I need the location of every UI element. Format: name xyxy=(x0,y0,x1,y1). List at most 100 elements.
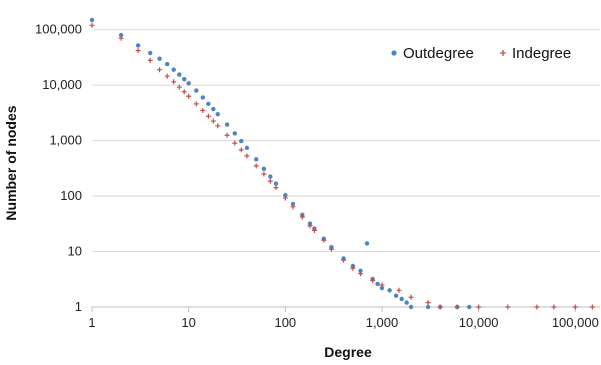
outdegree-point xyxy=(206,101,211,107)
outdegree-point xyxy=(211,106,216,112)
legend-marker-indegree xyxy=(500,50,506,56)
x-tick-label: 1,000 xyxy=(366,315,399,330)
outdegree-point xyxy=(358,268,363,273)
indegree-point xyxy=(307,223,313,229)
outdegree-point xyxy=(177,72,182,77)
legend-marker-outdegree xyxy=(391,50,397,56)
y-tick-label: 1,000 xyxy=(49,133,82,148)
outdegree-point xyxy=(215,111,220,117)
indegree-point xyxy=(171,79,177,85)
y-tick-label: 1 xyxy=(75,299,82,314)
axes: 1 10 100 1,000 10,000 100,000 1 10 100 1,000 10,00… xyxy=(35,22,600,330)
outdegree-point xyxy=(147,50,153,56)
indegree-point xyxy=(505,304,511,310)
outdegree-point xyxy=(186,81,191,86)
outdegree-point xyxy=(171,67,176,72)
indegree-point xyxy=(261,171,267,177)
x-tick-label: 10 xyxy=(181,315,195,330)
outdegree-point xyxy=(283,192,288,198)
outdegree-point xyxy=(273,181,279,186)
indegree-point xyxy=(379,282,385,288)
indegree-point xyxy=(408,294,414,300)
legend-label-indegree: Indegree xyxy=(512,45,571,62)
outdegree-point xyxy=(375,281,380,287)
indegree-point xyxy=(425,300,431,306)
outdegree-point xyxy=(408,304,414,310)
indegree-point xyxy=(253,163,259,169)
indegree-point xyxy=(370,278,376,284)
outdegree-point xyxy=(393,293,399,298)
indegree-point xyxy=(200,107,206,113)
outdegree-point xyxy=(194,88,199,93)
indegree-point xyxy=(299,214,305,220)
indegree-point xyxy=(224,132,230,138)
indegree-point xyxy=(176,84,182,90)
indegree-point xyxy=(341,257,347,263)
y-tick-label: 10 xyxy=(68,244,82,259)
x-tick-label: 10,000 xyxy=(459,315,499,330)
outdegree-point xyxy=(135,43,141,48)
indegree-point xyxy=(572,304,578,310)
indegree-point xyxy=(437,304,443,310)
outdegree-point xyxy=(254,157,259,162)
indegree-point xyxy=(290,204,296,210)
outdegree-point xyxy=(290,201,296,207)
indegree-point xyxy=(147,57,153,63)
outdegree-point xyxy=(268,174,273,179)
outdegree-point xyxy=(379,285,385,291)
indegree-point xyxy=(328,246,334,252)
legend: Outdegree Indegree xyxy=(391,45,571,62)
legend-label-outdegree: Outdegree xyxy=(403,45,474,62)
outdegree-point xyxy=(232,131,237,136)
indegree-point xyxy=(244,153,250,159)
x-tick-label: 1 xyxy=(88,315,95,330)
indegree-point xyxy=(358,271,364,277)
outdegree-point xyxy=(399,296,404,302)
indegree-point xyxy=(193,101,199,107)
indegree-point xyxy=(476,304,482,310)
outdegree-point xyxy=(364,241,370,246)
outdegree-point xyxy=(404,300,409,305)
indegree-point xyxy=(273,185,279,191)
indegree-point xyxy=(551,304,557,310)
indegree-point xyxy=(181,89,187,95)
indegree-point xyxy=(210,118,216,124)
outdegree-point xyxy=(224,122,230,127)
gridlines xyxy=(92,29,600,253)
indegree-point xyxy=(396,287,402,293)
outdegree-point xyxy=(200,95,205,100)
outdegree-point xyxy=(165,61,170,67)
series-indegree xyxy=(89,22,595,310)
outdegree-point xyxy=(387,288,392,293)
indegree-point xyxy=(186,93,192,99)
x-tick-label: 100 xyxy=(274,315,296,330)
indegree-point xyxy=(164,73,170,79)
indegree-point xyxy=(238,147,244,153)
indegree-point xyxy=(311,227,317,233)
outdegree-point xyxy=(239,138,244,144)
y-tick-label: 100,000 xyxy=(35,22,82,37)
outdegree-point xyxy=(467,304,472,310)
indegree-point xyxy=(267,178,273,184)
indegree-point xyxy=(205,113,211,119)
x-axis-title: Degree xyxy=(324,344,372,360)
indegree-point xyxy=(534,304,540,310)
outdegree-point xyxy=(244,145,250,151)
indegree-point xyxy=(321,237,327,243)
indegree-point xyxy=(157,67,163,73)
indegree-point xyxy=(215,123,221,129)
indegree-point xyxy=(350,265,356,271)
indegree-point xyxy=(89,22,95,28)
indegree-point xyxy=(589,304,595,310)
outdegree-point xyxy=(425,304,431,310)
y-axis-title: Number of nodes xyxy=(3,105,19,220)
outdegree-point xyxy=(118,32,124,38)
data-series xyxy=(89,17,595,310)
outdegree-point xyxy=(157,56,162,61)
indegree-point xyxy=(232,140,238,146)
outdegree-point xyxy=(182,77,187,82)
y-tick-label: 100 xyxy=(60,188,82,203)
